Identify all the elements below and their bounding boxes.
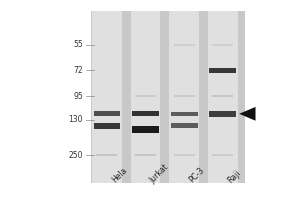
Polygon shape <box>239 107 256 121</box>
Bar <box>174 44 195 46</box>
Bar <box>209 111 236 117</box>
Bar <box>169 11 199 183</box>
Bar <box>171 123 198 128</box>
Bar <box>131 11 161 183</box>
Bar <box>171 112 198 116</box>
Bar <box>94 111 120 116</box>
Text: Raji: Raji <box>226 168 242 185</box>
Bar <box>97 154 117 156</box>
Text: PC-3: PC-3 <box>187 166 206 185</box>
Text: Hela: Hela <box>110 166 128 185</box>
Bar <box>132 111 159 116</box>
Bar <box>91 11 245 183</box>
Bar <box>212 95 233 97</box>
Bar <box>212 44 233 46</box>
Bar <box>174 95 195 97</box>
Bar <box>174 154 195 156</box>
Bar <box>135 95 156 97</box>
Text: 72: 72 <box>74 66 83 75</box>
Text: 95: 95 <box>74 92 83 101</box>
Bar <box>94 123 120 129</box>
Text: 55: 55 <box>74 40 83 49</box>
Bar <box>209 68 236 73</box>
Bar <box>135 154 156 156</box>
Bar <box>92 11 122 183</box>
Bar <box>208 11 238 183</box>
Text: 250: 250 <box>69 151 83 160</box>
Bar <box>212 154 233 156</box>
Text: Jurkat: Jurkat <box>148 162 171 185</box>
Bar <box>132 126 159 133</box>
Text: 130: 130 <box>69 115 83 124</box>
